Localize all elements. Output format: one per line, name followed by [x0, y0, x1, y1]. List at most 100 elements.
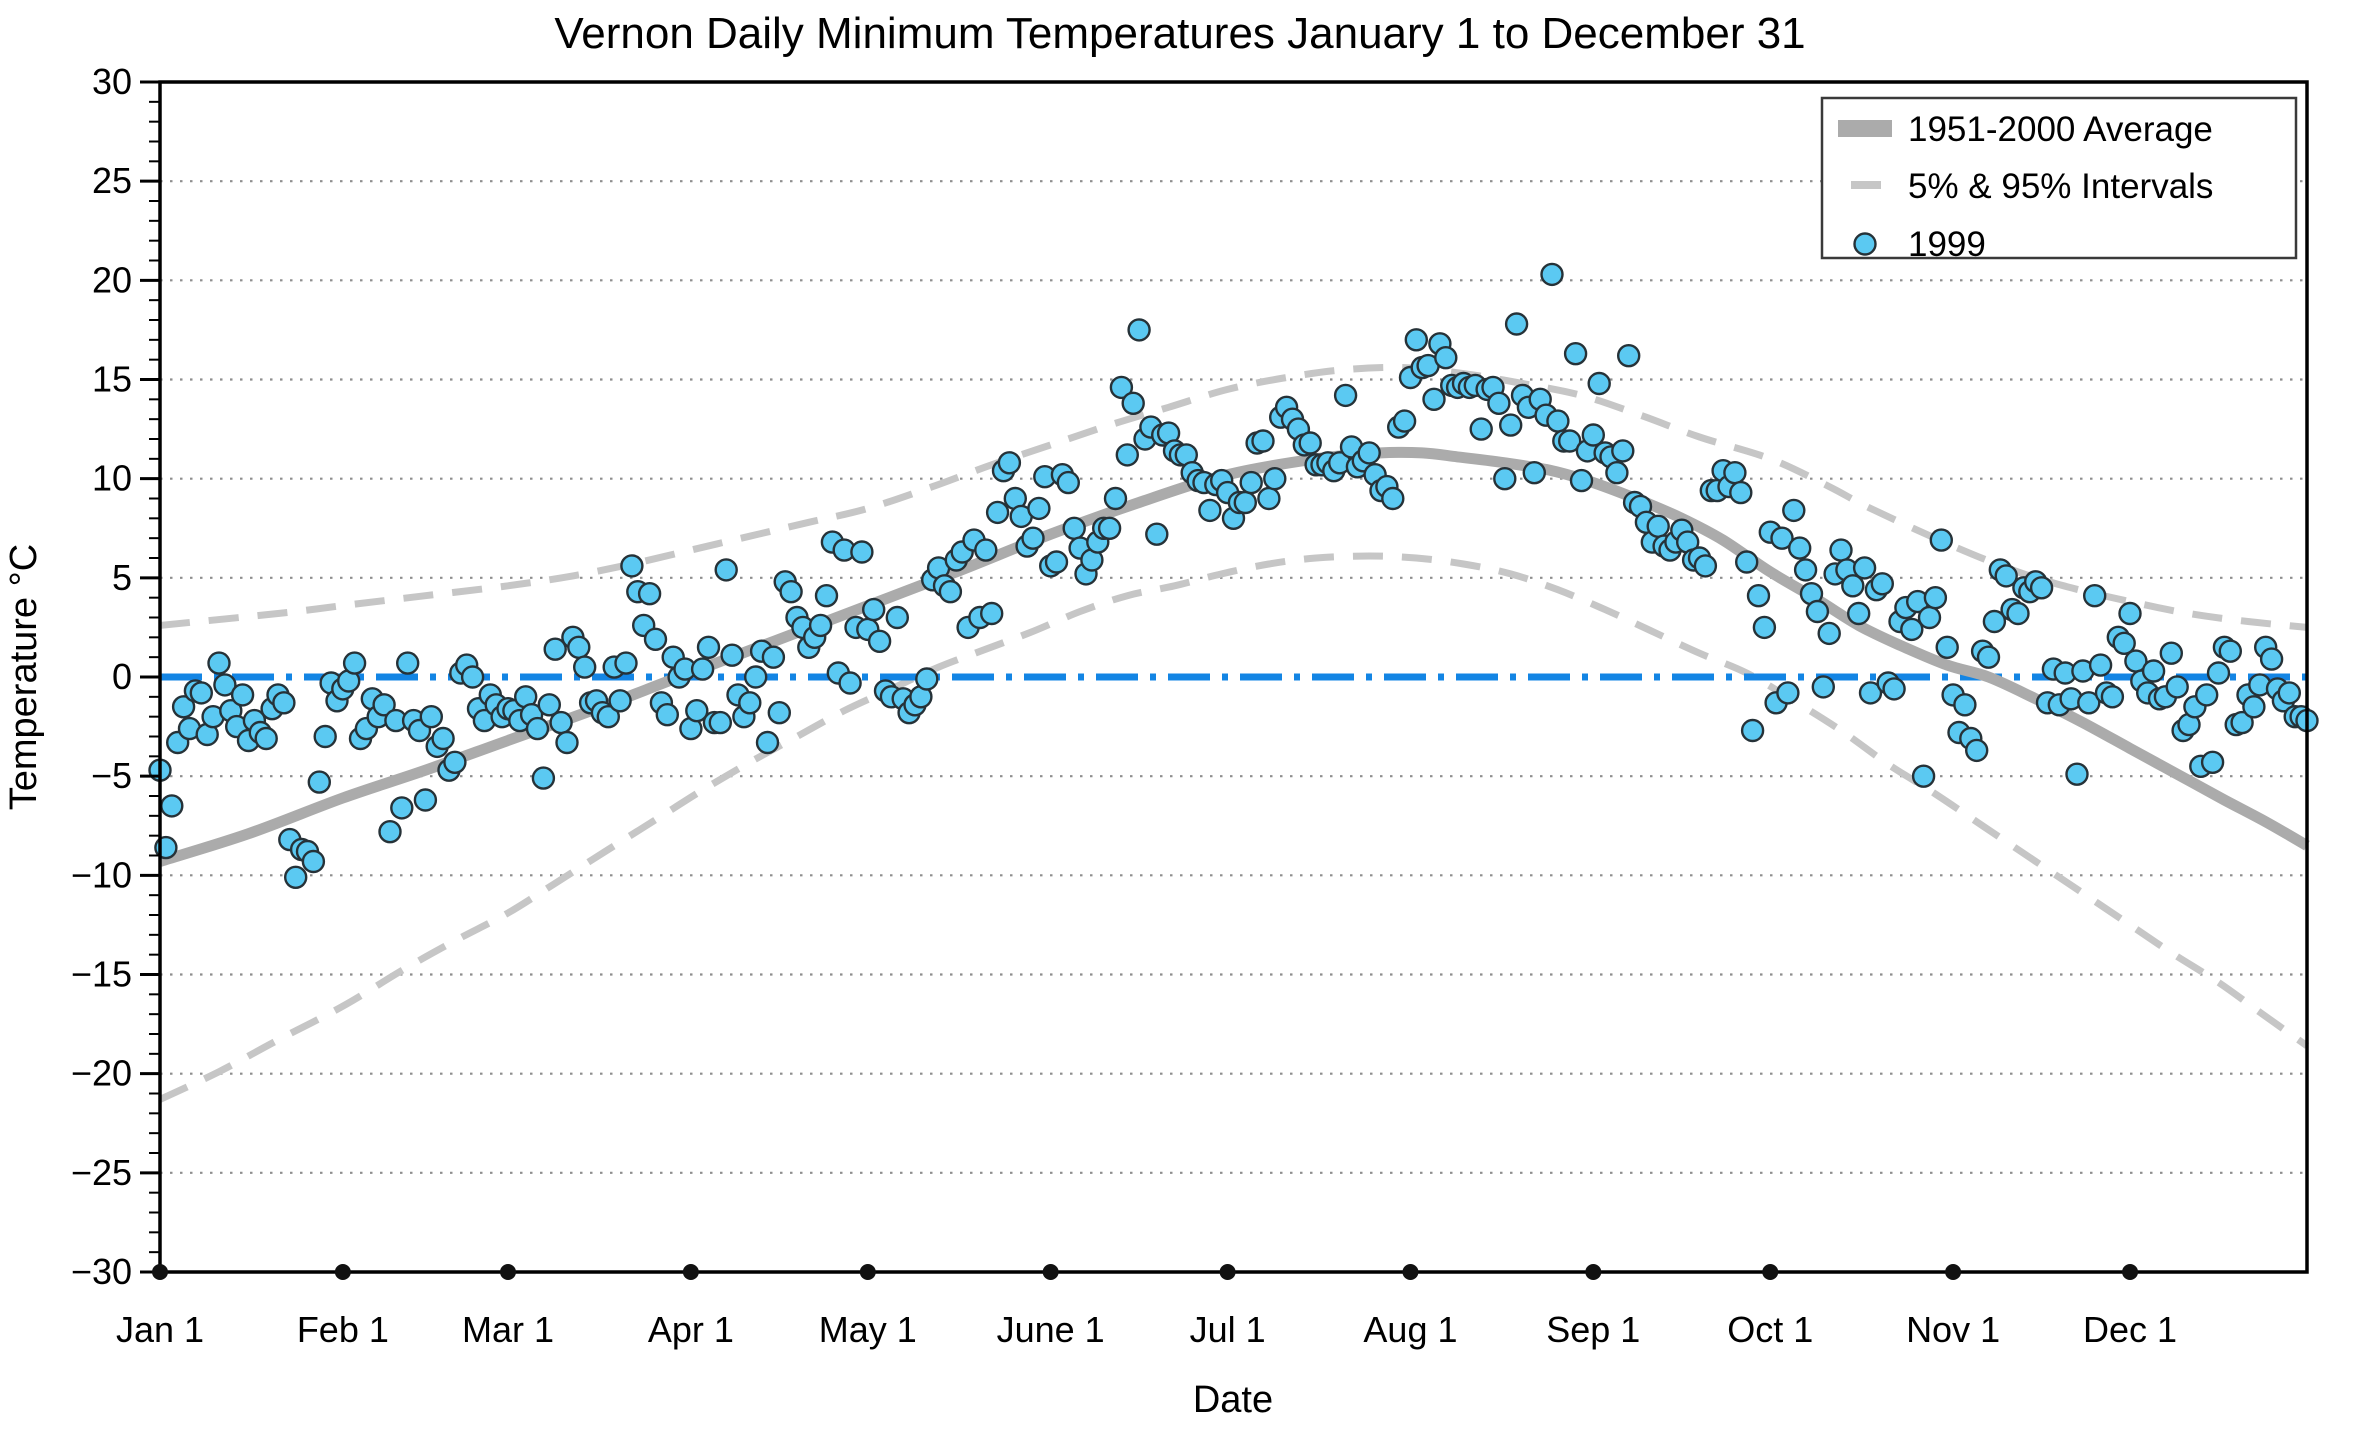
data-point	[1740, 718, 1765, 743]
data-point	[938, 580, 963, 604]
data-point	[1911, 764, 1936, 788]
data-point	[378, 820, 402, 844]
y-tick-label: −25	[71, 1152, 132, 1193]
data-point	[1357, 441, 1381, 465]
interval-5pct-line	[158, 552, 2310, 1103]
data-point	[2118, 601, 2142, 626]
data-point	[1422, 387, 1446, 411]
data-point	[608, 689, 632, 713]
data-point	[1257, 486, 1281, 511]
data-point	[301, 849, 326, 874]
data-point	[2065, 762, 2089, 786]
data-point	[1776, 681, 1800, 705]
average-line-swatch-icon	[1838, 120, 1892, 137]
data-point	[284, 865, 308, 889]
data-point	[1109, 375, 1134, 400]
interval-95pct-line	[159, 363, 2308, 631]
data-point	[1263, 467, 1287, 491]
data-point	[1469, 417, 1493, 441]
data-point	[1121, 391, 1145, 415]
y-axis-label: Temperature °C	[3, 544, 45, 811]
x-tick-label: Aug 1	[1363, 1309, 1457, 1350]
data-point	[985, 500, 1010, 525]
data-point	[596, 705, 620, 729]
data-point	[2230, 710, 2254, 735]
y-tick-label: −15	[71, 954, 132, 995]
month-tick-dot	[1762, 1264, 1779, 1280]
data-point	[372, 693, 396, 717]
data-point	[1964, 738, 1989, 763]
x-tick-label: Feb 1	[297, 1309, 389, 1350]
data-point	[974, 538, 998, 562]
data-point	[1044, 550, 1069, 574]
x-tick-label: Dec 1	[2083, 1309, 2177, 1350]
data-point	[685, 699, 709, 723]
data-point	[708, 710, 732, 735]
data-point	[838, 671, 862, 695]
month-tick-dot	[1585, 1264, 1602, 1280]
data-point	[1097, 516, 1122, 540]
scatter-dot-swatch-icon	[1853, 232, 1877, 256]
data-point	[531, 766, 556, 790]
x-tick-label: Jan 1	[116, 1309, 204, 1350]
data-point	[814, 584, 839, 608]
data-point	[2165, 675, 2189, 699]
x-tick-label: Nov 1	[1906, 1309, 2000, 1350]
data-point	[1239, 470, 1263, 495]
data-point	[396, 651, 420, 675]
data-point	[549, 710, 573, 735]
data-point	[1581, 423, 1606, 447]
data-point	[555, 730, 579, 755]
data-point	[690, 657, 715, 681]
data-point	[1929, 528, 1954, 552]
data-point	[779, 580, 803, 604]
data-point	[419, 705, 443, 729]
data-point	[1027, 496, 1051, 521]
data-point	[2242, 695, 2266, 719]
month-tick-dot	[682, 1264, 699, 1280]
y-tick-label: 15	[92, 359, 132, 400]
chart-title: Vernon Daily Minimum Temperatures Januar…	[554, 9, 1805, 58]
data-point	[313, 724, 337, 749]
data-point	[1056, 470, 1081, 495]
data-point	[1381, 486, 1405, 511]
data-point	[1846, 601, 1871, 626]
data-point	[1504, 312, 1529, 336]
data-point	[997, 451, 1022, 475]
data-point	[1103, 486, 1128, 511]
data-point	[1770, 526, 1794, 550]
data-point	[1900, 617, 1924, 642]
x-tick-label: June 1	[997, 1309, 1105, 1350]
data-point	[342, 651, 367, 675]
data-point	[543, 637, 567, 661]
legend-label-average: 1951-2000 Average	[1908, 110, 2213, 149]
y-tick-label: −5	[91, 755, 132, 796]
data-point	[1787, 536, 1812, 560]
month-tick-dot	[2122, 1264, 2139, 1280]
data-point	[1233, 490, 1258, 515]
data-point	[980, 601, 1004, 626]
data-point	[2082, 584, 2107, 608]
data-point	[1982, 609, 2007, 634]
data-point	[915, 667, 939, 691]
plot-area: 30 25 20 15 10 5 0 −5 −10 −15 −20 −25 −30 Jan 1 Feb 1 M…	[71, 61, 2319, 1350]
data-point	[1546, 409, 1570, 433]
data-point	[620, 554, 644, 578]
data-point	[1434, 346, 1458, 370]
x-tick-label: May 1	[819, 1309, 917, 1350]
x-tick-label: Oct 1	[1727, 1309, 1813, 1350]
data-point	[1587, 371, 1611, 396]
data-point	[207, 651, 231, 675]
data-point	[1935, 635, 1959, 659]
data-point	[2006, 601, 2030, 626]
data-point	[390, 796, 414, 820]
data-point	[1734, 550, 1759, 574]
month-tick-dot	[1219, 1264, 1236, 1280]
data-point	[1729, 480, 1753, 505]
legend: 1951-2000 Average 5% & 95% Intervals 199…	[1820, 96, 2298, 264]
y-tick-label: −30	[71, 1251, 132, 1292]
data-point	[1021, 526, 1045, 550]
data-point	[1616, 344, 1641, 368]
data-point	[1882, 677, 1906, 701]
